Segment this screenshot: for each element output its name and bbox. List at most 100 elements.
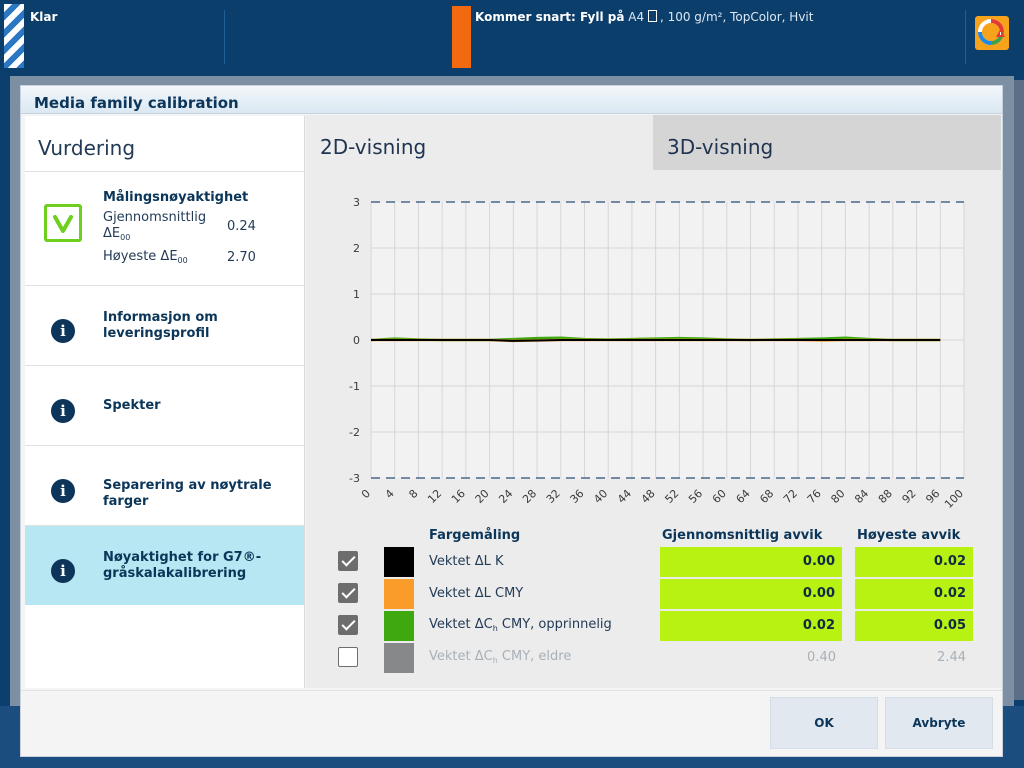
max-label: Høyeste ΔE	[103, 249, 178, 264]
avg-value-ch-original: 0.02	[660, 611, 842, 641]
x-tick-label: 72	[781, 487, 800, 506]
cancel-button[interactable]: Avbryte	[885, 697, 993, 749]
color-swatch-k	[384, 547, 414, 577]
x-tick-label: 88	[876, 487, 895, 506]
row-label-k: Vektet ΔL K	[429, 554, 504, 569]
x-tick-label: 28	[520, 487, 539, 506]
y-tick-label: -1	[349, 380, 360, 393]
max-value-k: 0.02	[855, 547, 973, 577]
y-tick-label: 0	[353, 334, 360, 347]
color-swatch-ch-legacy	[384, 643, 414, 673]
coming-soon-message[interactable]: Kommer snart: Fyll på A4 , 100 g/m², Top…	[475, 10, 813, 24]
avg-subscript: 00	[120, 233, 131, 242]
x-tick-label: 92	[900, 487, 919, 506]
x-tick-label: 96	[923, 487, 942, 506]
dialog-footer: OK Avbryte	[21, 690, 1002, 756]
y-tick-label: 1	[353, 288, 360, 301]
avg-delta-e-value: 0.24	[227, 219, 256, 234]
y-tick-label: 3	[353, 196, 360, 209]
assessment-item-delivery-profile[interactable]: i Informasjon om leveringsprofil	[25, 285, 304, 365]
printer-status[interactable]: Klar	[30, 10, 58, 24]
info-icon: i	[51, 399, 75, 423]
x-tick-label: 36	[568, 487, 587, 506]
y-tick-label: 2	[353, 242, 360, 255]
x-tick-label: 84	[852, 487, 871, 506]
label-post: CMY, opprinnelig	[497, 617, 612, 632]
col-header-max: Høyeste avvik	[857, 528, 961, 543]
label-pre: Vektet ΔC	[429, 649, 493, 664]
row-checkbox-cmy[interactable]	[338, 583, 358, 603]
y-tick-label: -2	[349, 426, 360, 439]
check-icon	[44, 204, 82, 242]
striped-status-icon[interactable]	[4, 4, 24, 68]
row-checkbox-ch-legacy[interactable]	[338, 647, 358, 667]
divider	[224, 10, 225, 64]
row-label-cmy: Vektet ΔL CMY	[429, 586, 524, 601]
x-tick-label: 24	[496, 487, 515, 506]
item-label: Informasjon om leveringsprofil	[103, 310, 218, 341]
x-tick-label: 12	[425, 487, 444, 506]
calibration-dialog: Media family calibration Vurdering Målin…	[20, 85, 1003, 757]
color-alert-icon[interactable]	[975, 16, 1009, 50]
color-swatch-ch-original	[384, 611, 414, 641]
x-tick-label: 76	[805, 487, 824, 506]
label-sub: h	[492, 656, 498, 665]
assessment-item-gamut[interactable]: i Spekter	[25, 365, 304, 445]
info-icon: i	[51, 319, 75, 343]
x-tick-label: 0	[359, 487, 373, 501]
item-label: Nøyaktighet for G7®-gråskalakalibrering	[103, 550, 262, 581]
x-tick-label: 32	[544, 487, 563, 506]
x-tick-label: 60	[710, 487, 729, 506]
info-icon: i	[51, 479, 75, 503]
series-line	[371, 339, 941, 342]
row-checkbox-k[interactable]	[338, 551, 358, 571]
col-header-avg: Gjennomsnittlig avvik	[662, 528, 823, 543]
row-label-ch-legacy: Vektet ΔCh CMY, eldre	[429, 649, 571, 665]
supply-warning-bar	[452, 6, 471, 68]
x-tick-label: 100	[942, 487, 966, 510]
tab-2d-view[interactable]: 2D-visning	[306, 115, 653, 170]
document-icon	[647, 10, 657, 22]
row-checkbox-ch-original[interactable]	[338, 615, 358, 635]
tab-3d-view[interactable]: 3D-visning	[653, 115, 1001, 170]
col-header-measurement: Fargemåling	[429, 528, 521, 543]
max-subscript: 00	[177, 256, 188, 265]
divider	[965, 10, 966, 64]
max-value-ch-original: 0.05	[855, 611, 973, 641]
x-tick-label: 16	[449, 487, 468, 506]
max-value-cmy: 0.02	[855, 579, 973, 609]
measurement-accuracy-item[interactable]: Målingsnøyaktighet Gjennomsnittlig ΔE00 …	[25, 171, 304, 285]
media-size: A4	[628, 10, 645, 24]
chart-panel: 0 4 8 12 16 20 24 28 32 36 40 44 48 52 56 60 64 68 72 76 80 8…	[306, 170, 1002, 688]
x-tick-label: 44	[615, 487, 634, 506]
avg-delta-e-label: Gjennomsnittlig ΔE00	[103, 210, 206, 246]
dialog-title: Media family calibration	[34, 94, 239, 112]
info-icon: i	[51, 559, 75, 583]
deviation-chart: 0 4 8 12 16 20 24 28 32 36 40 44 48 52 56 60 64 68 72 76 80 8…	[349, 196, 966, 510]
max-delta-e-label: Høyeste ΔE00	[103, 249, 188, 269]
item-label: Spekter	[103, 398, 161, 413]
row-label-ch-original: Vektet ΔCh CMY, opprinnelig	[429, 617, 612, 633]
status-bar: Klar Kommer snart: Fyll på A4 , 100 g/m²…	[0, 0, 1024, 74]
avg-value-cmy: 0.00	[660, 579, 842, 609]
item-label: Separering av nøytrale farger	[103, 478, 272, 509]
x-tick-label: 8	[406, 487, 420, 501]
assessment-title: Vurdering	[38, 136, 136, 160]
x-tick-label: 4	[383, 487, 397, 501]
accuracy-title: Målingsnøyaktighet	[103, 190, 249, 205]
label-pre: Vektet ΔC	[429, 617, 493, 632]
assessment-pane: Vurdering Målingsnøyaktighet Gjennomsnit…	[25, 116, 305, 688]
x-tick-label: 56	[686, 487, 705, 506]
label-sub: h	[492, 624, 498, 633]
avg-label: Gjennomsnittlig	[103, 210, 207, 225]
x-tick-label: 40	[591, 487, 610, 506]
ok-button[interactable]: OK	[770, 697, 878, 749]
max-delta-e-value: 2.70	[227, 250, 256, 265]
assessment-item-neutral-separation[interactable]: i Separering av nøytrale farger	[25, 445, 304, 525]
assessment-item-g7-accuracy[interactable]: i Nøyaktighet for G7®-gråskalakalibrerin…	[25, 525, 304, 605]
x-tick-label: 48	[639, 487, 658, 506]
avg-value-ch-legacy: 0.40	[807, 650, 836, 665]
label-post: CMY, eldre	[497, 649, 572, 664]
x-tick-label: 20	[473, 487, 492, 506]
coming-soon-label: Kommer snart: Fyll på	[475, 10, 625, 24]
